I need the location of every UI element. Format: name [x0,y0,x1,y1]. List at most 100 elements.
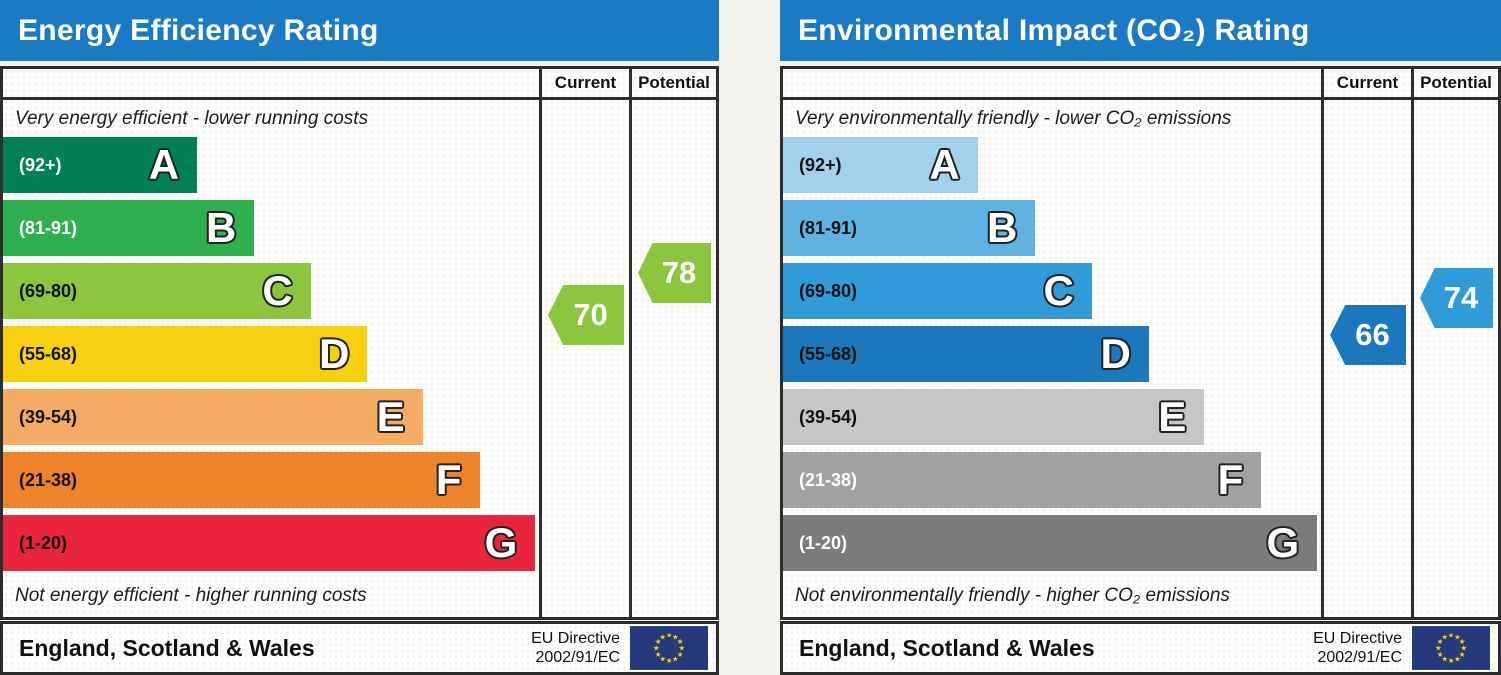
band-range-label: (1-20) [799,532,848,553]
band-letter: G [1266,519,1300,566]
svg-text:★: ★ [677,637,684,646]
band-bar-a: (92+) A [783,137,978,193]
band-bar-e: (39-54) E [783,389,1205,445]
potential-column-header: Potential [1411,69,1498,100]
band-letter: G [484,519,518,566]
band-row-d: (55-68) D [783,326,1321,382]
band-letter: D [1100,330,1131,377]
band-range-label: (21-38) [799,469,858,490]
band-range-label: (55-68) [19,343,78,364]
svg-text:★: ★ [672,633,679,642]
caption-bottom: Not environmentally friendly - higher CO… [795,585,1230,606]
band-range-label: (69-80) [19,280,78,301]
svg-text:★: ★ [1448,631,1455,640]
potential-rating-value: 78 [661,255,697,290]
potential-column: 78 [629,100,716,617]
energy-efficiency-chart: Energy Efficiency Rating Current Potenti… [0,0,719,675]
svg-text:★: ★ [666,631,673,640]
svg-text:★: ★ [1437,637,1444,646]
chart-frame: Current Potential Very environmentally f… [780,66,1501,620]
svg-text:★: ★ [1448,656,1455,665]
band-letter: A [148,141,180,188]
band-range-label: (92+) [19,154,62,175]
svg-text:★: ★ [1437,650,1444,659]
band-bar-f: (21-38) F [3,452,480,508]
chart-title: Energy Efficiency Rating [18,13,379,47]
svg-text:★: ★ [1454,633,1461,642]
chart-frame: Current Potential Very energy efficient … [0,66,719,620]
current-arrow: 66 [1330,305,1406,365]
caption-top: Very environmentally friendly - lower CO… [795,107,1232,129]
band-letter: E [376,393,405,440]
environmental-impact-chart: Environmental Impact (CO₂) Rating Curren… [780,0,1501,675]
potential-column-header: Potential [629,69,716,100]
bands: (92+) A (81-91) B (69-80) C (55-68) D (39-54) E (2… [783,137,1321,571]
band-letter: E [1158,393,1187,440]
region-label: England, Scotland & Wales [799,634,1095,661]
caption-top: Very energy efficient - lower running co… [15,107,369,129]
band-bar-f: (21-38) F [783,452,1262,508]
band-range-label: (81-91) [19,217,78,238]
chart-footer: England, Scotland & Wales EU Directive 2… [0,621,719,675]
potential-arrow: 78 [638,243,711,303]
band-range-label: (21-38) [19,469,78,490]
svg-text:★: ★ [659,654,666,663]
band-bar-e: (39-54) E [3,389,423,445]
band-letter: B [206,204,237,251]
band-bar-b: (81-91) B [3,200,255,256]
band-bar-d: (55-68) D [783,326,1149,382]
chart-title-bar: Energy Efficiency Rating [0,0,719,61]
caption-bottom: Not energy efficient - higher running co… [15,585,367,606]
eu-directive-label: EU Directive 2002/91/EC [1313,629,1402,666]
band-letter: F [435,456,462,503]
current-rating-value: 66 [1355,317,1390,352]
band-row-b: (81-91) B [783,200,1321,256]
eu-directive-label: EU Directive 2002/91/EC [531,629,620,666]
svg-text:★: ★ [678,643,685,652]
current-arrow: 70 [548,285,624,345]
svg-text:★: ★ [1435,643,1442,652]
region-label: England, Scotland & Wales [19,634,315,661]
svg-text:★: ★ [1460,643,1467,652]
potential-rating-value: 74 [1443,280,1479,315]
band-bar-d: (55-68) D [3,326,368,382]
band-row-e: (39-54) E [783,389,1321,445]
band-letter: D [319,330,350,377]
current-rating-value: 70 [573,297,608,332]
band-bar-c: (69-80) C [3,263,311,319]
current-column: 70 [539,100,629,617]
band-row-c: (69-80) C [783,263,1321,319]
band-letter: C [262,267,293,314]
svg-text:★: ★ [666,656,673,665]
current-column-header: Current [539,69,629,100]
band-row-a: (92+) A [783,137,1321,193]
svg-text:★: ★ [659,633,666,642]
svg-text:★: ★ [677,650,684,659]
current-column-header: Current [1321,69,1411,100]
band-range-label: (69-80) [799,280,858,301]
band-row-f: (21-38) F [3,452,539,508]
band-row-g: (1-20) G [783,515,1321,571]
svg-text:★: ★ [1441,654,1448,663]
band-range-label: (1-20) [19,532,68,553]
band-row-c: (69-80) C [3,263,539,319]
potential-arrow: 74 [1420,268,1493,328]
header-spacer [783,69,1321,100]
band-row-d: (55-68) D [3,326,539,382]
band-range-label: (92+) [799,154,842,175]
band-row-b: (81-91) B [3,200,539,256]
svg-text:★: ★ [1441,633,1448,642]
chart-title: Environmental Impact (CO₂) Rating [798,13,1310,47]
band-letter: F [1217,456,1244,503]
band-row-g: (1-20) G [3,515,539,571]
band-letter: A [929,141,960,188]
header-spacer [3,69,539,100]
svg-text:★: ★ [653,643,660,652]
current-column: 66 [1321,100,1411,617]
band-range-label: (55-68) [799,343,858,364]
band-letter: C [1043,267,1074,314]
band-bar-g: (1-20) G [3,515,536,571]
svg-text:★: ★ [1459,650,1466,659]
band-range-label: (39-54) [799,406,858,427]
